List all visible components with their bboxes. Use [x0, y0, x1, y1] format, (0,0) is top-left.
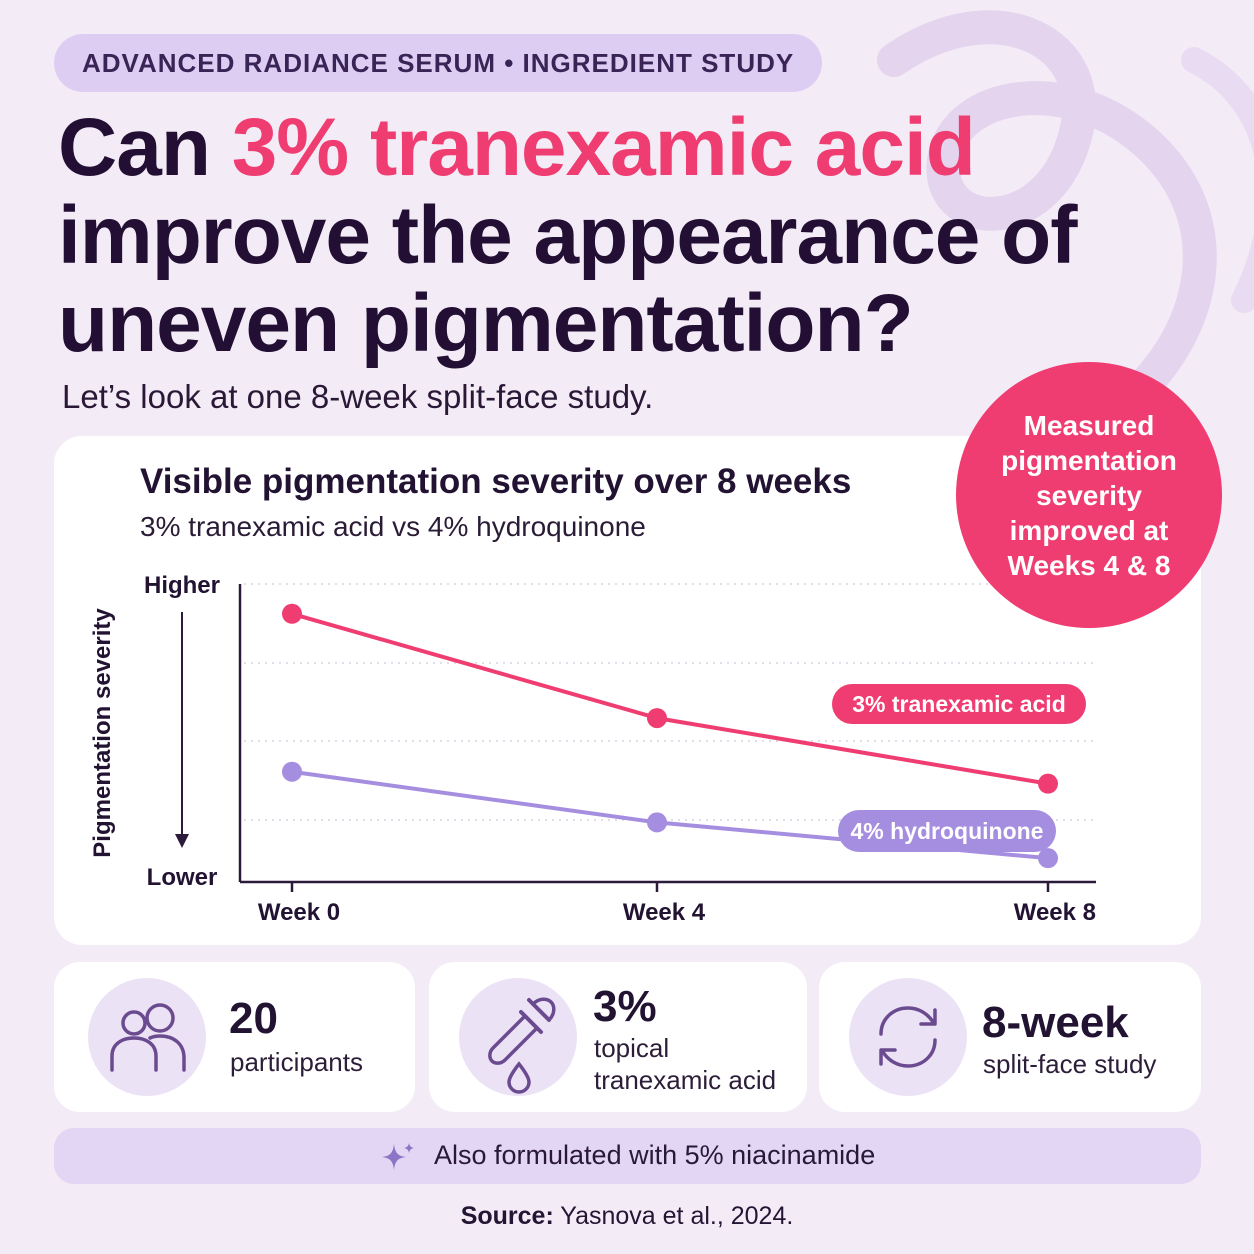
x-tick-label: Week 8	[1014, 899, 1096, 926]
chart-subtitle: 3% tranexamic acid vs 4% hydroquinone	[140, 511, 646, 542]
stat-card-concentration: 3% topical tranexamic acid	[429, 962, 807, 1112]
x-tick-label: Week 4	[623, 899, 706, 926]
y-arrow-head	[175, 834, 189, 848]
stat-value: 8-week	[982, 998, 1129, 1047]
series-label-pill	[838, 810, 1056, 852]
chart-title: Visible pigmentation severity over 8 wee…	[140, 462, 852, 501]
subhead: Let’s look at one 8-week split-face stud…	[62, 378, 654, 415]
eyebrow-pill: ADVANCED RADIANCE SERUM • INGREDIENT STU…	[54, 34, 823, 92]
source-text: Yasnova et al., 2024.	[553, 1202, 794, 1230]
data-point	[647, 812, 667, 833]
cycle-icon	[849, 978, 967, 1096]
headline: Can 3% tranexamic acid improve the appea…	[58, 104, 1188, 368]
data-point	[647, 708, 667, 729]
data-point	[282, 761, 302, 782]
participants-icon	[88, 978, 206, 1096]
stat-label: topical tranexamic acid	[594, 1033, 777, 1095]
series-label: 3% tranexamic acid	[852, 691, 1066, 717]
background-swirl	[877, 10, 1254, 437]
stat-value: 20	[229, 994, 278, 1043]
niacinamide-banner	[54, 1128, 1201, 1184]
series-label: 4% hydroquinone	[851, 818, 1044, 844]
source-citation: Source: Yasnova et al., 2024.	[0, 1202, 1254, 1231]
source-label: Source:	[460, 1202, 554, 1230]
headline-part1: Can	[58, 102, 232, 193]
banner-text: Also formulated with 5% niacinamide	[434, 1140, 876, 1170]
dropper-icon	[459, 978, 577, 1096]
stat-card-participants: 20 participants	[54, 962, 415, 1112]
stat-card-duration: 8-week split-face study	[819, 962, 1201, 1112]
y-top-label: Higher	[144, 572, 220, 599]
sparkle-icon	[382, 1143, 414, 1170]
y-axis-label: Pigmentation severity	[89, 608, 116, 858]
data-point	[1038, 773, 1058, 794]
stat-label: split-face study	[983, 1049, 1157, 1079]
stat-value: 3%	[593, 982, 657, 1031]
data-point	[1038, 848, 1058, 869]
headline-part2: improve the appearance of uneven pigment…	[58, 190, 1078, 369]
result-badge-text: Measured pigmentation severity improved …	[1001, 409, 1177, 581]
y-bottom-label: Lower	[147, 864, 218, 891]
stat-label: participants	[230, 1047, 363, 1077]
series-label-pill	[832, 684, 1086, 724]
x-tick-label: Week 0	[258, 899, 340, 926]
data-point	[282, 603, 302, 624]
headline-accent: 3% tranexamic acid	[231, 102, 976, 193]
result-badge: Measured pigmentation severity improved …	[956, 362, 1222, 628]
